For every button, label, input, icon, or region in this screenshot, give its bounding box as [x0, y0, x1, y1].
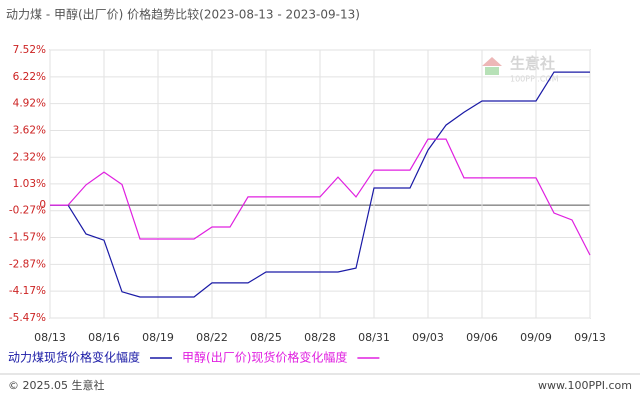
- watermark-url: 100PPI.COM: [510, 75, 559, 84]
- y-tick-label: -2.87%: [9, 258, 46, 270]
- legend-label: 甲醇(出厂价)现货价格变化幅度: [182, 350, 347, 365]
- x-tick-label: 08/25: [250, 331, 282, 344]
- x-tick-label: 09/13: [574, 331, 606, 344]
- y-tick-label: -5.47%: [9, 312, 46, 324]
- footer-left: © 2025.05 生意社: [8, 378, 104, 392]
- y-tick-label: 1.03%: [13, 178, 46, 190]
- x-tick-label: 08/19: [142, 331, 174, 344]
- x-tick-label: 08/13: [34, 331, 66, 344]
- legend-label: 动力煤现货价格变化幅度: [8, 350, 140, 365]
- y-tick-label: -0.27%: [9, 205, 46, 217]
- y-tick-label: 3.62%: [13, 124, 46, 136]
- y-tick-label: 2.32%: [13, 151, 46, 163]
- footer-right: www.100PPI.com: [538, 379, 632, 392]
- y-tick-label: -4.17%: [9, 285, 46, 297]
- x-tick-label: 08/22: [196, 331, 228, 344]
- series-line: [50, 138, 591, 256]
- x-tick-label: 08/28: [304, 331, 336, 344]
- x-tick-label: 08/16: [88, 331, 120, 344]
- x-tick-label: 09/03: [412, 331, 444, 344]
- y-tick-label: 4.92%: [13, 98, 46, 110]
- series-line: [50, 71, 590, 298]
- watermark: 生意社 100PPI.COM: [482, 55, 559, 84]
- chart-title: 动力煤 - 甲醇(出厂价) 价格趋势比较(2023-08-13 - 2023-0…: [6, 7, 360, 22]
- watermark-logo: [485, 67, 499, 75]
- y-tick-label: -1.57%: [9, 232, 46, 244]
- x-tick-label: 08/31: [358, 331, 390, 344]
- watermark-name: 生意社: [510, 55, 555, 73]
- x-tick-label: 09/09: [520, 331, 552, 344]
- x-tick-label: 09/06: [466, 331, 498, 344]
- y-tick-label: 7.52%: [13, 44, 46, 56]
- y-tick-label: 0: [39, 199, 46, 211]
- watermark-logo: [482, 57, 502, 66]
- y-tick-label: 6.22%: [13, 71, 46, 83]
